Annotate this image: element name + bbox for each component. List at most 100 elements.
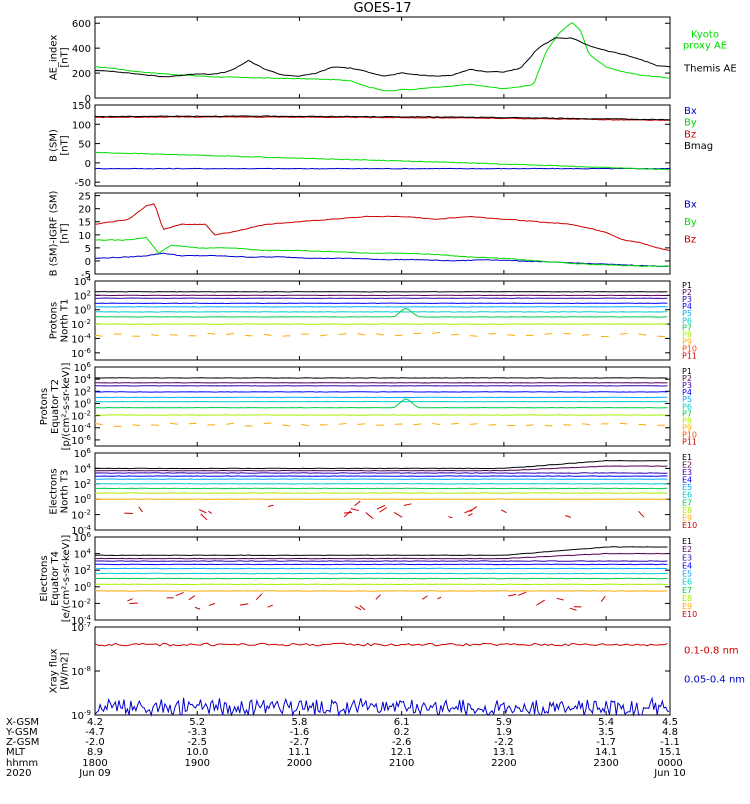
series-line-e1: [95, 547, 667, 556]
series-line-bx: [95, 253, 670, 266]
series-segment-e10: [344, 511, 350, 517]
y-tick-label: 25: [78, 192, 91, 203]
panel-7-ylabel-line: [e/(cm²-s-sr-keV)]: [61, 535, 72, 623]
x-axis-value: 2300: [593, 758, 618, 769]
series-segment-p9: [470, 336, 478, 337]
series-segment-e10: [422, 596, 427, 599]
y-tick-label: 10-7: [71, 621, 91, 634]
y-tick-label: 10-4: [71, 422, 91, 435]
series-segment-e10: [201, 514, 207, 520]
x-axis-value: 2000: [287, 758, 312, 769]
y-tick-label: 100: [74, 304, 91, 317]
series-segment-p9: [582, 335, 590, 336]
legend-e10: E10: [682, 521, 697, 530]
series-segment-p9: [414, 424, 422, 425]
series-segment-p9: [395, 335, 403, 336]
series-segment-p9: [264, 334, 272, 335]
series-segment-p9: [620, 333, 628, 334]
series-segment-e10: [404, 504, 412, 506]
legend-themis-ae: Themis AE: [683, 64, 737, 75]
x-axis-value: Jun 09: [78, 768, 111, 779]
legend-bx: Bx: [684, 200, 697, 211]
panel-7-ylabel-line: Electrons: [39, 555, 50, 601]
series-segment-e10: [209, 603, 215, 605]
y-tick-label: 100: [74, 397, 91, 410]
series-segment-p9: [638, 334, 646, 335]
y-tick-label: 15: [78, 218, 91, 229]
x-axis-value: 10.0: [186, 747, 208, 758]
series-segment-p9: [657, 336, 665, 337]
x-axis-value: 8.9: [87, 747, 103, 758]
series-segment-e10: [199, 510, 206, 513]
series-segment-e10: [268, 505, 273, 506]
series-segment-p9: [151, 425, 159, 426]
series-segment-e10: [501, 510, 506, 513]
y-tick-label: 102: [74, 564, 91, 577]
series-line-p5: [95, 307, 667, 308]
series-segment-p9: [226, 423, 234, 424]
series-segment-e10: [508, 594, 516, 596]
series-segment-e10: [208, 511, 212, 513]
legend-bz: Bz: [684, 129, 696, 140]
x-axis-value: 2100: [389, 758, 414, 769]
series-segment-p9: [226, 333, 234, 334]
series-segment-p9: [470, 424, 478, 425]
panel-5-frame: [95, 367, 670, 446]
series-segment-p9: [95, 335, 103, 336]
series-segment-e10: [394, 512, 402, 517]
series-line-by: [95, 237, 670, 266]
legend-0-05-0-4-nm: 0.05-0.4 nm: [684, 675, 745, 686]
series-segment-e10: [376, 595, 381, 600]
legend-bmag: Bmag: [684, 141, 713, 152]
series-segment-e10: [351, 509, 359, 511]
legend-p11: P11: [682, 352, 697, 361]
panel-2-ylabel-line: [nT]: [60, 135, 71, 155]
series-line-bz: [95, 204, 670, 251]
series-segment-p9: [95, 423, 103, 424]
series-segment-p9: [545, 425, 553, 426]
panel-1-frame: [95, 17, 670, 98]
y-tick-label: 0: [85, 159, 91, 170]
y-tick-label: -50: [75, 178, 91, 189]
series-segment-e10: [380, 507, 387, 512]
series-segment-e10: [518, 592, 526, 595]
y-tick-label: 100: [72, 120, 91, 131]
series-line-p2: [95, 295, 667, 296]
panel-5-ylabel-line: Protons: [39, 388, 50, 425]
panel-5-ylabel-line: Equator T2: [50, 379, 61, 434]
series-segment-e10: [570, 608, 577, 610]
series-segment-e10: [468, 514, 472, 516]
y-tick-label: 10-2: [71, 318, 91, 331]
panel-8-ylabel-line: [W/m2]: [60, 652, 71, 689]
y-tick-label: 102: [74, 478, 91, 491]
series-line-p7: [95, 308, 667, 317]
series-segment-p9: [451, 334, 459, 335]
series-segment-p9: [357, 334, 365, 335]
panel-5-ylabel-line: [p/(cm²-s-sr-keV)]: [61, 363, 72, 451]
y-tick-label: 10: [78, 231, 91, 242]
y-tick-label: 10-2: [71, 410, 91, 423]
series-line-e8: [95, 584, 667, 585]
panel-6-ylabel-line: North T3: [60, 470, 71, 514]
panel-8-ylabel-line: Xray flux: [49, 649, 60, 694]
panel-1-ylabel-line: [nT]: [60, 47, 71, 67]
series-segment-e10: [639, 511, 644, 517]
x-axis-value: 12.1: [391, 747, 413, 758]
figure-title: GOES-17: [95, 1, 670, 16]
series-segment-p9: [376, 334, 384, 335]
series-segment-p9: [207, 333, 215, 334]
legend-kyoto-proxy-ae: Kyoto: [691, 29, 719, 40]
series-segment-e10: [565, 515, 571, 517]
y-tick-label: 50: [78, 140, 91, 151]
series-segment-p9: [432, 423, 440, 424]
series-line-kyoto-proxy-ae: [95, 23, 670, 91]
series-line-e5: [95, 568, 667, 569]
series-line-e8: [95, 493, 667, 494]
series-segment-p9: [564, 425, 572, 426]
y-tick-label: 200: [72, 69, 91, 80]
series-line-bx: [95, 168, 670, 169]
series-line-e2: [95, 553, 667, 558]
y-tick-label: 104: [74, 462, 92, 475]
y-tick-label: 104: [74, 373, 92, 386]
